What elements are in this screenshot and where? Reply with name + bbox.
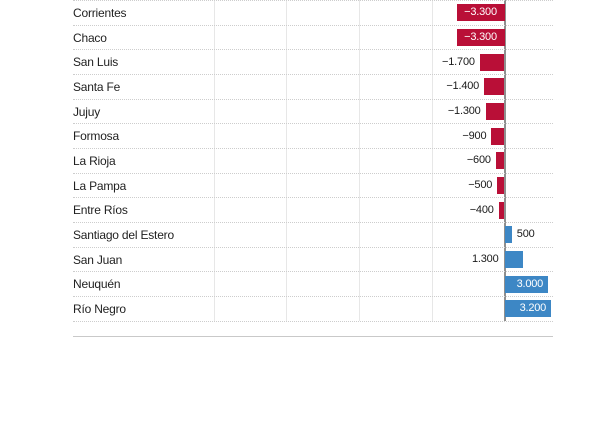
bar [456,4,505,22]
row-separator [73,0,553,1]
row-separator [73,49,553,51]
value-label: 3.000 [516,277,544,290]
category-label: Entre Ríos [73,203,128,218]
category-label: Santa Fe [73,79,121,94]
row-separator [73,148,553,149]
bar [497,177,505,194]
bar [484,78,505,96]
bar [491,127,505,145]
category-label: Río Negro [73,301,126,316]
row-separator [73,197,553,199]
zero-axis-line [503,0,506,322]
bar [495,152,505,170]
x-gridline [359,0,360,322]
x-gridline [431,0,433,322]
bottom-divider [73,336,553,337]
category-label: Jujuy [73,104,101,119]
value-label: 500 [516,228,535,241]
row-separator [73,271,553,273]
row-separator [73,123,553,125]
value-label: 3.200 [519,302,547,315]
bar [485,103,505,120]
value-label: −900 [462,129,487,142]
row-separator [73,246,553,248]
row-separator [73,320,553,322]
x-gridline [213,0,215,322]
row-separator [73,222,553,223]
category-label: Corrientes [73,5,127,20]
bar [504,226,512,244]
row-separator [73,172,553,174]
category-label: Formosa [73,129,119,144]
bar [504,275,549,293]
value-label: −3.300 [464,6,497,19]
bar [504,251,524,268]
value-label: −1.700 [442,55,475,68]
bar [504,300,552,318]
value-label: 1.300 [471,253,499,265]
value-label: −1.300 [447,105,481,117]
bar [479,53,505,71]
value-label: −500 [468,179,493,191]
value-label: −600 [466,154,491,167]
category-label: La Rioja [73,153,116,168]
row-separator [73,74,553,75]
x-gridline [286,0,288,322]
row-separator [73,296,553,297]
category-label: Chaco [73,30,107,45]
bar [456,29,505,46]
bar [498,201,505,219]
value-label: −1.400 [446,80,480,93]
category-label: San Luis [73,55,119,70]
category-label: La Pampa [73,178,127,193]
row-separator [73,98,553,100]
row-separator [73,24,553,26]
value-label: −3.300 [464,31,497,43]
chart-plot-area: Corrientes −3.300 Chaco −3.300 San Luis −1.70… [73,0,553,322]
category-label: San Juan [73,252,123,267]
category-label: Neuquén [73,277,121,292]
value-label: −400 [469,203,494,216]
category-label: Santiago del Estero [73,227,174,242]
